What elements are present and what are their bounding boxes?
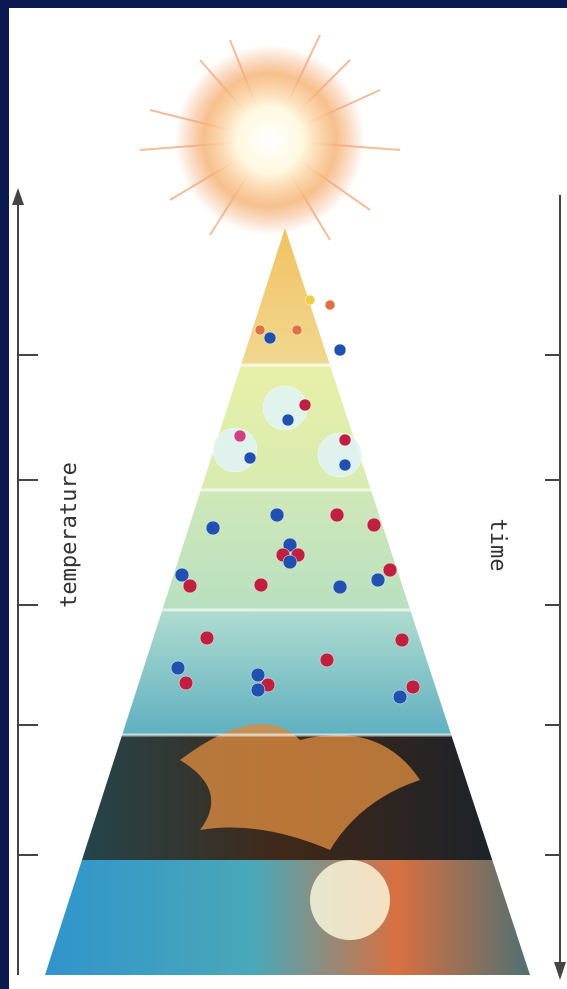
time-axis bbox=[545, 195, 566, 980]
temperature-axis bbox=[12, 188, 38, 975]
big-bang bbox=[140, 35, 400, 240]
page: temperature time bbox=[0, 0, 567, 989]
frame-left bbox=[0, 0, 9, 989]
pyramid bbox=[0, 220, 567, 975]
temperature-label: temperature bbox=[57, 462, 82, 608]
time-label: time bbox=[485, 519, 510, 572]
frame-top bbox=[0, 0, 567, 8]
illustration: temperature time bbox=[0, 0, 567, 989]
